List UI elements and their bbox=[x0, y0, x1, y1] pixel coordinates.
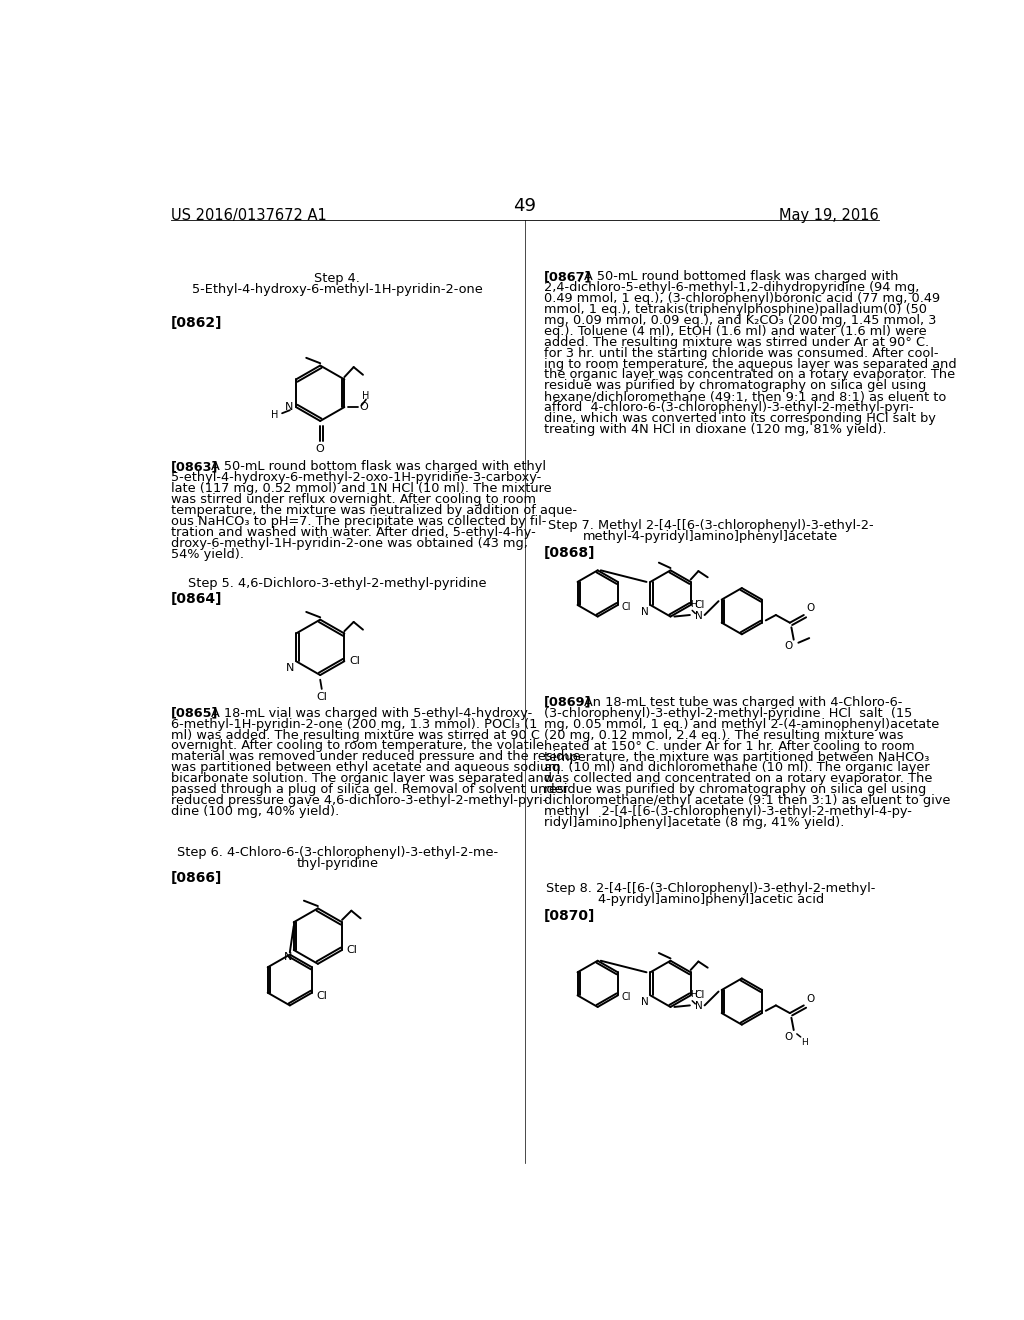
Text: H: H bbox=[362, 391, 370, 401]
Text: Cl: Cl bbox=[316, 692, 328, 702]
Text: Step 7. Methyl 2-[4-[[6-(3-chlorophenyl)-3-ethyl-2-: Step 7. Methyl 2-[4-[[6-(3-chlorophenyl)… bbox=[548, 519, 873, 532]
Text: thyl-pyridine: thyl-pyridine bbox=[296, 857, 378, 870]
Text: aq. (10 ml) and dichloromethane (10 ml). The organic layer: aq. (10 ml) and dichloromethane (10 ml).… bbox=[544, 762, 930, 775]
Text: Cl: Cl bbox=[694, 990, 705, 1001]
Text: late (117 mg, 0.52 mmol) and 1N HCl (10 ml). The mixture: late (117 mg, 0.52 mmol) and 1N HCl (10 … bbox=[171, 482, 551, 495]
Text: A 50-mL round bottomed flask was charged with: A 50-mL round bottomed flask was charged… bbox=[585, 271, 899, 282]
Text: H: H bbox=[690, 990, 697, 999]
Text: (20 mg, 0.12 mmol, 2.4 eq.). The resulting mixture was: (20 mg, 0.12 mmol, 2.4 eq.). The resulti… bbox=[544, 729, 903, 742]
Text: H: H bbox=[690, 599, 697, 609]
Text: N: N bbox=[286, 663, 295, 673]
Text: [0865]: [0865] bbox=[171, 706, 218, 719]
Text: Cl: Cl bbox=[316, 991, 328, 1001]
Text: dichloromethane/ethyl acetate (9:1 then 3:1) as eluent to give: dichloromethane/ethyl acetate (9:1 then … bbox=[544, 795, 950, 808]
Text: Cl: Cl bbox=[347, 945, 357, 954]
Text: N: N bbox=[284, 952, 292, 961]
Text: for 3 hr. until the starting chloride was consumed. After cool-: for 3 hr. until the starting chloride wa… bbox=[544, 347, 939, 359]
Text: overnight. After cooling to room temperature, the volatile: overnight. After cooling to room tempera… bbox=[171, 739, 544, 752]
Text: O: O bbox=[784, 642, 793, 651]
Text: [0868]: [0868] bbox=[544, 545, 596, 560]
Text: mg, 0.09 mmol, 0.09 eq.), and K₂CO₃ (200 mg, 1.45 mmol, 3: mg, 0.09 mmol, 0.09 eq.), and K₂CO₃ (200… bbox=[544, 314, 937, 327]
Text: O: O bbox=[806, 603, 814, 614]
Text: temperature, the mixture was partitioned between NaHCO₃: temperature, the mixture was partitioned… bbox=[544, 751, 930, 763]
Text: reduced pressure gave 4,6-dichloro-3-ethyl-2-methyl-pyri-: reduced pressure gave 4,6-dichloro-3-eth… bbox=[171, 795, 547, 807]
Text: was collected and concentrated on a rotary evaporator. The: was collected and concentrated on a rota… bbox=[544, 772, 933, 785]
Text: methyl-4-pyridyl]amino]phenyl]acetate: methyl-4-pyridyl]amino]phenyl]acetate bbox=[584, 529, 839, 543]
Text: ml) was added. The resulting mixture was stirred at 90 C: ml) was added. The resulting mixture was… bbox=[171, 729, 540, 742]
Text: the organic layer was concentrated on a rotary evaporator. The: the organic layer was concentrated on a … bbox=[544, 368, 955, 381]
Text: Cl: Cl bbox=[694, 601, 705, 610]
Text: Step 8. 2-[4-[[6-(3-Chlorophenyl)-3-ethyl-2-methyl-: Step 8. 2-[4-[[6-(3-Chlorophenyl)-3-ethy… bbox=[546, 882, 876, 895]
Text: [0866]: [0866] bbox=[171, 871, 222, 884]
Text: dine, which was converted into its corresponding HCl salt by: dine, which was converted into its corre… bbox=[544, 412, 936, 425]
Text: N: N bbox=[695, 1001, 703, 1011]
Text: May 19, 2016: May 19, 2016 bbox=[779, 209, 879, 223]
Text: 49: 49 bbox=[513, 197, 537, 215]
Text: (3-chlorophenyl)-3-ethyl-2-methyl-pyridine  HCl  salt  (15: (3-chlorophenyl)-3-ethyl-2-methyl-pyridi… bbox=[544, 706, 912, 719]
Text: heated at 150° C. under Ar for 1 hr. After cooling to room: heated at 150° C. under Ar for 1 hr. Aft… bbox=[544, 739, 914, 752]
Text: residue was purified by chromatography on silica gel using: residue was purified by chromatography o… bbox=[544, 783, 927, 796]
Text: Step 4.: Step 4. bbox=[314, 272, 360, 285]
Text: methyl   2-[4-[[6-(3-chlorophenyl)-3-ethyl-2-methyl-4-py-: methyl 2-[4-[[6-(3-chlorophenyl)-3-ethyl… bbox=[544, 805, 912, 818]
Text: An 18-mL test tube was charged with 4-Chloro-6-: An 18-mL test tube was charged with 4-Ch… bbox=[585, 696, 903, 709]
Text: O: O bbox=[359, 403, 369, 412]
Text: 2,4-dichloro-5-ethyl-6-methyl-1,2-dihydropyridine (94 mg,: 2,4-dichloro-5-ethyl-6-methyl-1,2-dihydr… bbox=[544, 281, 920, 294]
Text: Step 5. 4,6-Dichloro-3-ethyl-2-methyl-pyridine: Step 5. 4,6-Dichloro-3-ethyl-2-methyl-py… bbox=[188, 577, 486, 590]
Text: mmol, 1 eq.), tetrakis(triphenylphosphine)palladium(0) (50: mmol, 1 eq.), tetrakis(triphenylphosphin… bbox=[544, 302, 927, 315]
Text: was partitioned between ethyl acetate and aqueous sodium: was partitioned between ethyl acetate an… bbox=[171, 762, 560, 775]
Text: eq.). Toluene (4 ml), EtOH (1.6 ml) and water (1.6 ml) were: eq.). Toluene (4 ml), EtOH (1.6 ml) and … bbox=[544, 325, 927, 338]
Text: A 50-mL round bottom flask was charged with ethyl: A 50-mL round bottom flask was charged w… bbox=[211, 461, 546, 474]
Text: 5-ethyl-4-hydroxy-6-methyl-2-oxo-1H-pyridine-3-carboxy-: 5-ethyl-4-hydroxy-6-methyl-2-oxo-1H-pyri… bbox=[171, 471, 541, 484]
Text: droxy-6-methyl-1H-pyridin-2-one was obtained (43 mg,: droxy-6-methyl-1H-pyridin-2-one was obta… bbox=[171, 537, 527, 549]
Text: ridyl]amino]phenyl]acetate (8 mg, 41% yield).: ridyl]amino]phenyl]acetate (8 mg, 41% yi… bbox=[544, 816, 845, 829]
Text: afford  4-chloro-6-(3-chlorophenyl)-3-ethyl-2-methyl-pyri-: afford 4-chloro-6-(3-chlorophenyl)-3-eth… bbox=[544, 401, 913, 414]
Text: [0869]: [0869] bbox=[544, 696, 592, 709]
Text: 6-methyl-1H-pyridin-2-one (200 mg, 1.3 mmol). POCl₃ (1: 6-methyl-1H-pyridin-2-one (200 mg, 1.3 m… bbox=[171, 718, 537, 730]
Text: [0867]: [0867] bbox=[544, 271, 592, 282]
Text: N: N bbox=[641, 997, 649, 1007]
Text: [0863]: [0863] bbox=[171, 461, 218, 474]
Text: 0.49 mmol, 1 eq.), (3-chlorophenyl)boronic acid (77 mg, 0.49: 0.49 mmol, 1 eq.), (3-chlorophenyl)boron… bbox=[544, 292, 940, 305]
Text: was stirred under reflux overnight. After cooling to room: was stirred under reflux overnight. Afte… bbox=[171, 494, 536, 506]
Text: added. The resulting mixture was stirred under Ar at 90° C.: added. The resulting mixture was stirred… bbox=[544, 335, 930, 348]
Text: Step 6. 4-Chloro-6-(3-chlorophenyl)-3-ethyl-2-me-: Step 6. 4-Chloro-6-(3-chlorophenyl)-3-et… bbox=[177, 846, 498, 859]
Text: [0864]: [0864] bbox=[171, 591, 222, 606]
Text: passed through a plug of silica gel. Removal of solvent under: passed through a plug of silica gel. Rem… bbox=[171, 783, 567, 796]
Text: Cl: Cl bbox=[622, 991, 631, 1002]
Text: dine (100 mg, 40% yield).: dine (100 mg, 40% yield). bbox=[171, 805, 339, 818]
Text: H: H bbox=[802, 1038, 808, 1047]
Text: O: O bbox=[806, 994, 814, 1003]
Text: ous NaHCO₃ to pH=7. The precipitate was collected by fil-: ous NaHCO₃ to pH=7. The precipitate was … bbox=[171, 515, 546, 528]
Text: 5-Ethyl-4-hydroxy-6-methyl-1H-pyridin-2-one: 5-Ethyl-4-hydroxy-6-methyl-1H-pyridin-2-… bbox=[191, 284, 482, 296]
Text: N: N bbox=[641, 607, 649, 616]
Text: O: O bbox=[315, 444, 325, 454]
Text: N: N bbox=[286, 403, 294, 412]
Text: tration and washed with water. After dried, 5-ethyl-4-hy-: tration and washed with water. After dri… bbox=[171, 525, 536, 539]
Text: 4-pyridyl]amino]phenyl]acetic acid: 4-pyridyl]amino]phenyl]acetic acid bbox=[598, 894, 824, 906]
Text: H: H bbox=[270, 409, 279, 420]
Text: [0862]: [0862] bbox=[171, 317, 222, 330]
Text: [0870]: [0870] bbox=[544, 909, 596, 923]
Text: mg, 0.05 mmol, 1 eq.) and methyl 2-(4-aminophenyl)acetate: mg, 0.05 mmol, 1 eq.) and methyl 2-(4-am… bbox=[544, 718, 939, 731]
Text: A 18-mL vial was charged with 5-ethyl-4-hydroxy-: A 18-mL vial was charged with 5-ethyl-4-… bbox=[211, 706, 532, 719]
Text: Cl: Cl bbox=[622, 602, 631, 611]
Text: O: O bbox=[784, 1032, 793, 1041]
Text: Cl: Cl bbox=[349, 656, 359, 667]
Text: residue was purified by chromatography on silica gel using: residue was purified by chromatography o… bbox=[544, 379, 927, 392]
Text: bicarbonate solution. The organic layer was separated and: bicarbonate solution. The organic layer … bbox=[171, 772, 552, 785]
Text: ing to room temperature, the aqueous layer was separated and: ing to room temperature, the aqueous lay… bbox=[544, 358, 956, 371]
Text: N: N bbox=[695, 611, 703, 620]
Text: material was removed under reduced pressure and the residue: material was removed under reduced press… bbox=[171, 750, 581, 763]
Text: treating with 4N HCl in dioxane (120 mg, 81% yield).: treating with 4N HCl in dioxane (120 mg,… bbox=[544, 424, 887, 436]
Text: temperature, the mixture was neutralized by addition of aque-: temperature, the mixture was neutralized… bbox=[171, 504, 577, 517]
Text: 54% yield).: 54% yield). bbox=[171, 548, 244, 561]
Text: hexane/dichloromethane (49:1, then 9:1 and 8:1) as eluent to: hexane/dichloromethane (49:1, then 9:1 a… bbox=[544, 391, 946, 404]
Text: US 2016/0137672 A1: US 2016/0137672 A1 bbox=[171, 209, 327, 223]
